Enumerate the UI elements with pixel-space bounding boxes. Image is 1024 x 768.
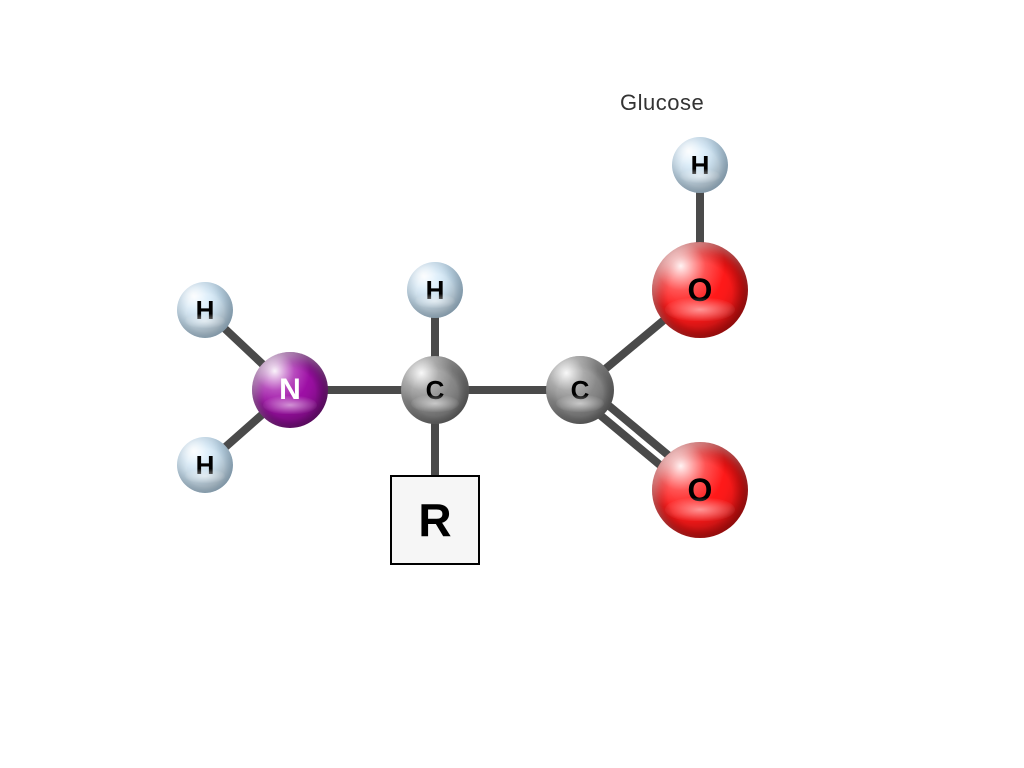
atom-symbol: O [688,272,713,309]
atom-symbol: N [279,373,301,407]
r-group: R [390,475,480,565]
atom-c: C [546,356,614,424]
atom-symbol: H [691,150,710,181]
atom-h: H [407,262,463,318]
atom-h: H [672,137,728,193]
atom-symbol: H [196,450,215,481]
atom-symbol: H [196,295,215,326]
atom-o: O [652,442,748,538]
atom-o: O [652,242,748,338]
diagram-title: Glucose [620,90,704,116]
atom-h: H [177,282,233,338]
molecule-diagram: Glucose H H N C H C O O H R [0,0,1024,768]
r-group-label: R [418,493,451,547]
atom-c: C [401,356,469,424]
atom-symbol: C [426,375,445,406]
atom-symbol: C [571,375,590,406]
atom-symbol: H [426,275,445,306]
atom-symbol: O [688,472,713,509]
atom-h: H [177,437,233,493]
atom-n: N [252,352,328,428]
